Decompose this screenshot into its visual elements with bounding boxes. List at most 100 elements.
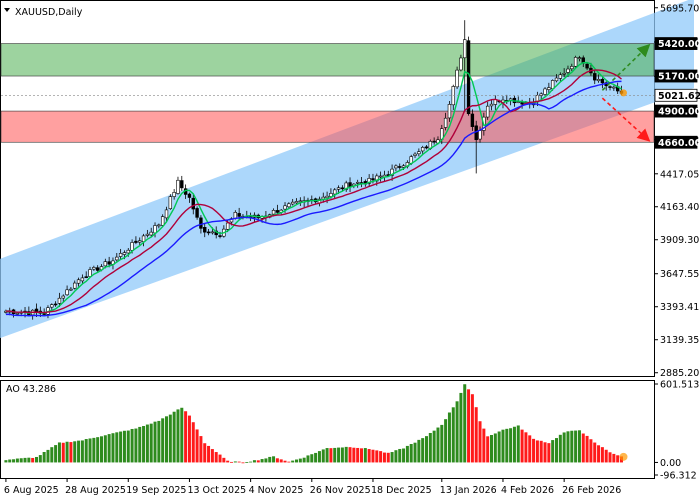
ao-bar	[520, 429, 524, 463]
ao-bar	[149, 423, 153, 463]
ao-bar	[589, 439, 593, 463]
candle-body	[375, 175, 379, 182]
ao-bar	[348, 447, 352, 463]
ao-bar	[402, 448, 406, 463]
candle-body	[489, 103, 494, 107]
candle-body	[443, 117, 448, 128]
level-label-text: 5170.00	[658, 72, 700, 83]
candle-body	[115, 256, 119, 261]
candle-body	[76, 279, 81, 284]
ao-bar	[245, 462, 249, 463]
ao-bar	[252, 460, 256, 463]
ao-bar	[432, 430, 436, 463]
candle-body	[237, 213, 241, 217]
ao-bar	[77, 440, 81, 463]
ao-bar	[390, 452, 394, 463]
candle-body	[394, 165, 398, 169]
candle-body	[566, 68, 570, 73]
candle-body	[378, 175, 383, 178]
ao-bar	[46, 449, 50, 463]
ao-bar	[577, 430, 581, 463]
candle-body	[164, 209, 169, 219]
ao-bar	[214, 452, 218, 463]
candle-body	[199, 217, 203, 229]
candle-body	[371, 178, 375, 181]
candle-body	[210, 231, 215, 234]
candle-body	[118, 253, 123, 257]
ao-bar	[344, 446, 348, 463]
ao-bar	[447, 412, 451, 463]
candle-body	[92, 267, 96, 270]
ao-bar	[50, 447, 54, 463]
ao-bar	[555, 438, 558, 463]
candle-body	[558, 74, 563, 79]
candle-body	[203, 227, 207, 233]
ao-bar	[547, 443, 551, 463]
ao-bar	[405, 445, 409, 463]
ao-bar	[371, 449, 375, 463]
candle-body	[451, 86, 455, 106]
ao-bar	[222, 457, 226, 463]
level-label-text: 5420.00	[658, 39, 700, 50]
ao-bar	[535, 440, 539, 463]
candle-body	[340, 187, 345, 190]
dropdown-triangle-icon[interactable]	[4, 8, 10, 12]
ao-bar	[570, 430, 574, 463]
ao-bar	[352, 447, 356, 463]
ao-bar	[367, 449, 371, 463]
ao-bar	[317, 451, 321, 463]
candle-body	[160, 216, 165, 226]
ao-bar	[363, 448, 367, 463]
ao-bar	[272, 456, 276, 463]
candle-body	[348, 182, 352, 187]
ao-bar	[501, 429, 505, 463]
ao-bar	[168, 414, 172, 463]
candle-body	[134, 240, 138, 243]
ao-bar	[291, 460, 295, 463]
ao-bar	[119, 431, 123, 463]
ao-bar	[493, 433, 497, 463]
ao-bar	[375, 450, 379, 463]
candle-body	[57, 297, 62, 304]
ao-bar	[516, 425, 520, 463]
ao-bar	[409, 444, 413, 463]
ao-bar	[551, 440, 555, 463]
candle-body	[298, 200, 303, 203]
candle-body	[42, 313, 46, 315]
ao-bar	[394, 450, 398, 463]
ao-bar	[470, 394, 474, 463]
candle-body	[145, 233, 150, 236]
candle-body	[420, 147, 425, 152]
ao-bar	[260, 459, 264, 463]
ao-bar	[428, 432, 432, 463]
candle-body	[432, 140, 436, 143]
ao-bar	[302, 457, 306, 463]
candle-body	[593, 73, 597, 81]
ao-bar	[509, 428, 513, 463]
ao-bar	[126, 430, 130, 463]
candle-body	[424, 146, 429, 149]
candle-body	[218, 235, 222, 237]
ao-bar	[295, 459, 298, 463]
candle-body	[95, 267, 100, 271]
ao-bar	[100, 436, 103, 463]
ao-bar	[386, 452, 390, 463]
ao-bar	[195, 429, 199, 463]
symbol-header: XAUUSD,Daily	[4, 7, 83, 18]
candle-body	[570, 66, 574, 70]
ao-bar	[459, 392, 463, 463]
candle-body	[600, 78, 605, 84]
ao-bar	[382, 452, 386, 463]
candle-body	[325, 195, 329, 199]
ao-bar	[69, 442, 73, 463]
candle-body	[562, 72, 566, 75]
ao-bar	[249, 461, 253, 463]
ao-bar	[314, 452, 318, 463]
ao-bar	[474, 407, 478, 463]
ao-bar	[490, 434, 493, 463]
symbol-label: XAUUSD,Daily	[15, 7, 83, 18]
time-tick-label: 4 Nov 2025	[249, 485, 304, 496]
ao-bar	[463, 384, 467, 463]
time-tick-label: 4 Feb 2026	[501, 485, 554, 496]
candle-body	[577, 57, 582, 59]
